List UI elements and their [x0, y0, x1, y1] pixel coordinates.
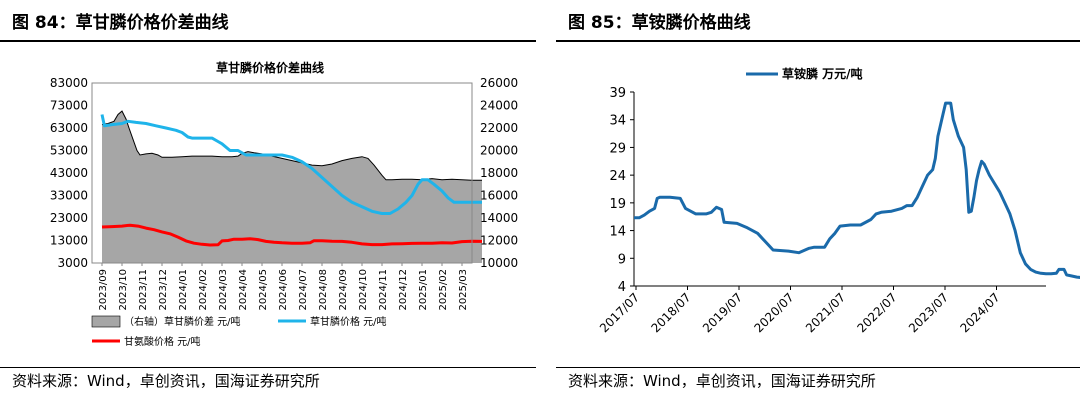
figure-85-top-rule — [556, 40, 1080, 42]
x-tick-label: 2024/06 — [278, 269, 289, 311]
figure-85: 图 85：草铵膦价格曲线 草铵膦 万元/吨 39 34 29 24 19 14 9 4 2017… — [556, 0, 1080, 407]
series-line-glufosinate — [634, 101, 1080, 279]
legend-label-glufosinate: 草铵膦 万元/吨 — [782, 66, 863, 81]
figure-84-source: 资料来源：Wind，卓创资讯，国海证券研究所 — [12, 372, 320, 390]
y-left-tick-label: 3000 — [57, 256, 88, 270]
y-left-tick-label: 63000 — [50, 121, 88, 135]
x-tick-label: 2020/07 — [751, 290, 796, 335]
y-right-tick-label: 14000 — [480, 211, 518, 225]
y-right-tick-label: 24000 — [480, 99, 518, 113]
series-line-glyphosate — [100, 114, 482, 215]
y-tick-label: 9 — [618, 252, 626, 267]
x-tick-label: 2024/02 — [198, 269, 209, 311]
y-left-tick-label: 23000 — [50, 211, 88, 225]
x-tick-label: 2025/02 — [438, 269, 449, 311]
y-tick-label: 4 — [618, 280, 626, 295]
series-line-glycine — [101, 223, 483, 247]
legend-label-spread: （右轴）草甘膦价差 元/吨 — [124, 315, 241, 328]
x-tick-label: 2024/07 — [957, 290, 1002, 335]
x-tick-label: 2023/07 — [906, 290, 951, 335]
x-tick-label: 2024/10 — [358, 269, 369, 311]
chart-title: 草甘膦价格价差曲线 — [216, 60, 324, 75]
figure-84-top-rule — [0, 40, 536, 42]
figure-84-bottom-rule — [0, 367, 536, 368]
figure-84: 图 84：草甘膦价格价差曲线 草甘膦价格价差曲线 83000 73000 63000… — [0, 0, 536, 407]
y-tick-label: 29 — [609, 141, 626, 156]
x-tick-label: 2025/03 — [458, 269, 469, 311]
y-right-tick-label: 16000 — [480, 189, 518, 203]
chart-legend: （右轴）草甘膦价差 元/吨 草甘膦价格 元/吨 甘氨酸价格 元/吨 — [91, 315, 387, 348]
x-tick-label: 2024/03 — [218, 269, 229, 311]
y-right-tick-label: 18000 — [480, 166, 518, 180]
x-tick-label: 2024/04 — [238, 269, 249, 311]
y-left-tick-label: 83000 — [50, 76, 88, 90]
x-tick-label: 2023/10 — [118, 269, 129, 311]
figure-85-bottom-rule — [556, 367, 1080, 368]
x-tick-label: 2024/11 — [378, 269, 389, 311]
legend-swatch-spread — [91, 315, 121, 328]
x-tick-label: 2019/07 — [700, 290, 745, 335]
x-tick-label: 2024/01 — [178, 269, 189, 311]
legend-label-glyphosate: 草甘膦价格 元/吨 — [310, 315, 387, 328]
x-tick-label: 2022/07 — [854, 290, 899, 335]
figure-85-title: 图 85：草铵膦价格曲线 — [568, 13, 751, 33]
x-tick-label: 2023/09 — [98, 269, 109, 311]
x-tick-label: 2023/12 — [158, 269, 169, 311]
y-right-tick-label: 20000 — [480, 144, 518, 158]
x-tick-label: 2024/08 — [318, 269, 329, 311]
chart-legend: 草铵膦 万元/吨 — [746, 66, 863, 81]
x-tick-label: 2017/07 — [597, 290, 642, 335]
y-tick-label: 14 — [609, 225, 626, 240]
y-left-tick-label: 33000 — [50, 189, 88, 203]
y-right-tick-label: 22000 — [480, 121, 518, 135]
x-tick-label: 2018/07 — [648, 290, 693, 335]
series-area-spread — [102, 111, 482, 263]
x-tick-label: 2021/07 — [803, 290, 848, 335]
y-tick-label: 19 — [609, 197, 626, 212]
x-tick-label: 2024/05 — [258, 269, 269, 311]
y-left-tick-label: 13000 — [50, 234, 88, 248]
y-left-tick-label: 43000 — [50, 166, 88, 180]
legend-label-glycine: 甘氨酸价格 元/吨 — [124, 335, 201, 348]
x-tick-label: 2024/07 — [298, 269, 309, 311]
y-tick-label: 34 — [609, 114, 626, 129]
y-left-tick-label: 53000 — [50, 144, 88, 158]
y-tick-label: 24 — [609, 169, 626, 184]
x-tick-label: 2025/01 — [418, 269, 429, 311]
y-right-tick-label: 10000 — [480, 256, 518, 270]
y-right-tick-label: 12000 — [480, 234, 518, 248]
y-left-tick-label: 73000 — [50, 99, 88, 113]
series-outline-spread — [101, 110, 482, 181]
x-tick-label: 2023/11 — [138, 269, 149, 311]
figure-84-title: 图 84：草甘膦价格价差曲线 — [12, 13, 229, 33]
y-tick-label: 39 — [609, 86, 626, 101]
x-tick-label: 2024/12 — [398, 269, 409, 311]
figure-85-source: 资料来源：Wind，卓创资讯，国海证券研究所 — [568, 372, 876, 390]
x-tick-label: 2024/09 — [338, 269, 349, 311]
y-right-tick-label: 26000 — [480, 76, 518, 90]
glyphosate-spread-chart: 草甘膦价格价差曲线 83000 73000 63000 53000 43000 33000… — [50, 60, 518, 348]
